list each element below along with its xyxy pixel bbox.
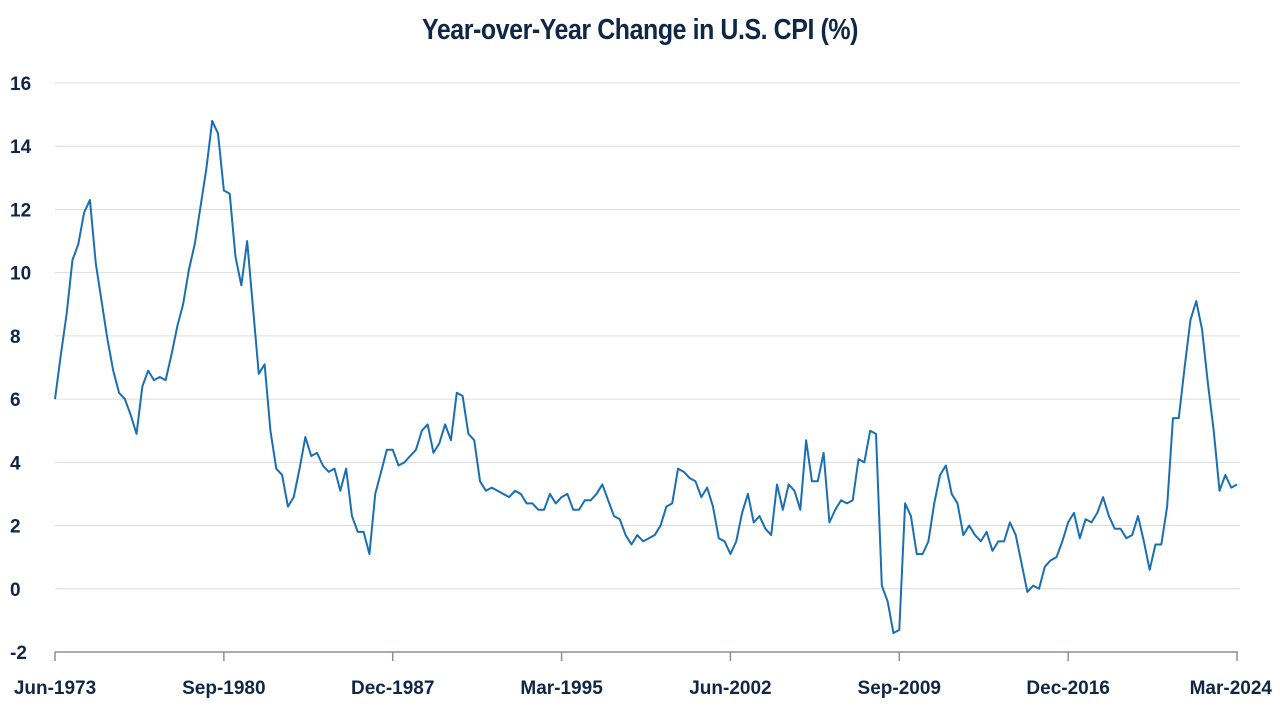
x-tick-label: Sep-1980 — [182, 678, 265, 699]
y-tick-label: 4 — [10, 453, 21, 474]
y-tick-label: 8 — [10, 327, 21, 348]
chart-title: Year-over-Year Change in U.S. CPI (%) — [422, 14, 858, 46]
y-axis-tick-labels: -2 0 2 4 6 8 10 12 14 16 — [10, 74, 32, 664]
y-tick-label: 2 — [10, 517, 21, 538]
series-layer — [54, 119, 1238, 635]
x-tick-label: Dec-1987 — [351, 678, 434, 699]
y-tick-label: 0 — [10, 580, 21, 601]
x-tick-label: Mar-2024 — [1190, 678, 1273, 699]
x-tick-label: Jun-1973 — [14, 678, 96, 699]
y-tick-label: -2 — [10, 643, 27, 664]
y-tick-label: 10 — [10, 264, 31, 285]
y-tick-label: 12 — [10, 200, 31, 221]
gridlines — [55, 82, 1240, 590]
y-tick-label: 6 — [10, 390, 21, 411]
x-tick-label: Mar-1995 — [520, 678, 603, 699]
x-tick-label: Dec-2016 — [1026, 678, 1109, 699]
x-axis-ticks: Jun-1973 Sep-1980 Dec-1987 Mar-1995 Jun-2002… — [14, 652, 1273, 699]
x-tick-label: Jun-2002 — [689, 678, 771, 699]
y-tick-label: 14 — [10, 137, 32, 158]
x-tick-label: Sep-2009 — [858, 678, 941, 699]
cpi-series-line — [54, 119, 1238, 635]
y-tick-label: 16 — [10, 74, 31, 95]
